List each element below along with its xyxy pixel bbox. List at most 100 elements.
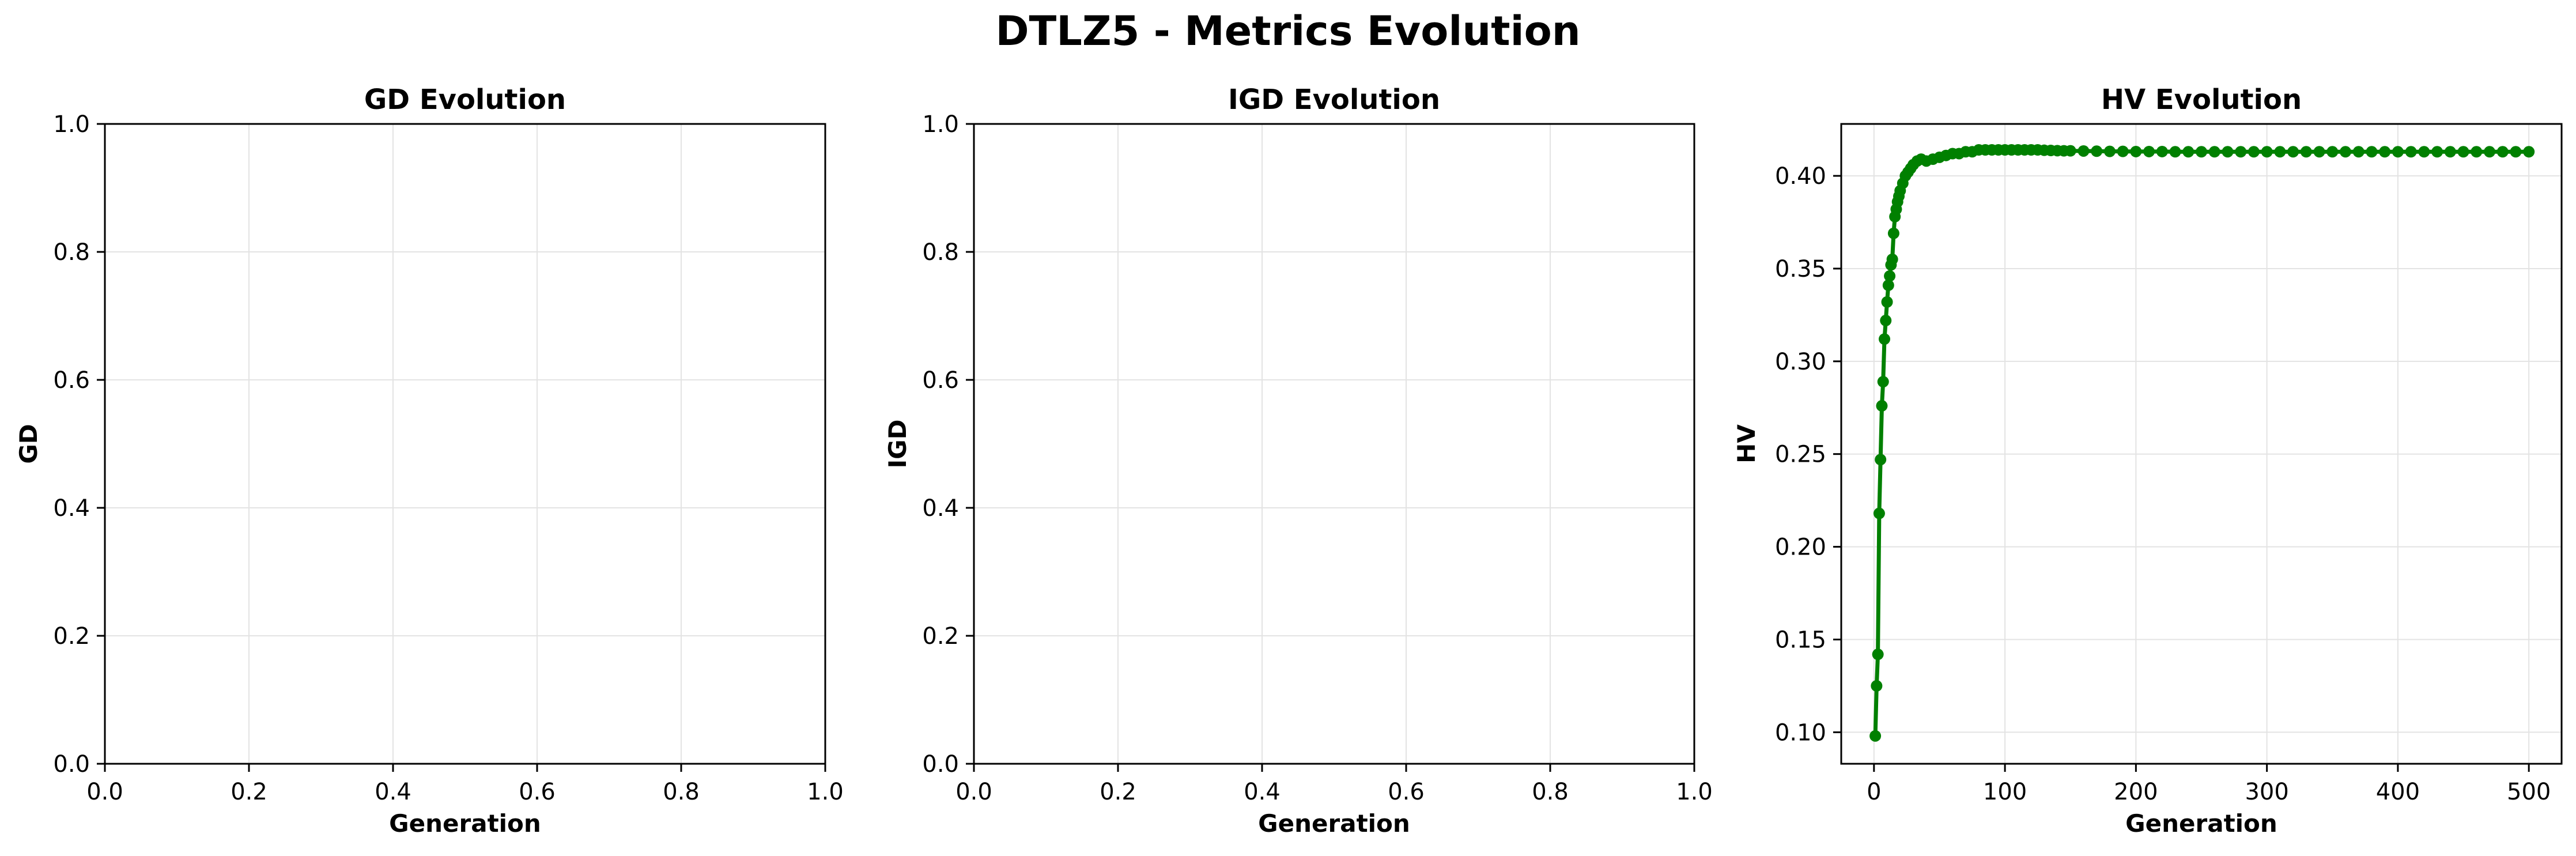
plot-frame bbox=[973, 123, 1695, 765]
hv-data-point bbox=[2326, 146, 2339, 158]
x-tick-label: 300 bbox=[2245, 779, 2288, 805]
hv-data-point bbox=[1886, 253, 1898, 265]
x-tick-label: 0.2 bbox=[1100, 779, 1136, 805]
hv-data-point bbox=[1872, 648, 1884, 661]
y-tick-label: 0.4 bbox=[922, 495, 959, 522]
y-tick-label: 0.2 bbox=[922, 623, 959, 650]
hv-data-point bbox=[2366, 146, 2378, 158]
hv-data-point bbox=[2169, 146, 2181, 158]
x-axis-label: Generation bbox=[389, 809, 541, 838]
hv-data-point bbox=[2352, 146, 2365, 158]
panel-title: IGD Evolution bbox=[1228, 84, 1440, 116]
hv-data-point bbox=[1882, 279, 1894, 291]
x-tick-label: 0.6 bbox=[1388, 779, 1425, 805]
x-tick-label: 0.4 bbox=[1244, 779, 1281, 805]
hv-data-point bbox=[1876, 400, 1888, 412]
hv-data-point bbox=[2392, 146, 2404, 158]
hv-data-point bbox=[1869, 730, 1882, 742]
x-tick-label: 400 bbox=[2376, 779, 2420, 805]
hv-data-point bbox=[1884, 270, 1896, 282]
y-tick-label: 0.4 bbox=[53, 495, 90, 522]
hv-data-point bbox=[2222, 146, 2234, 158]
y-tick-label: 0.35 bbox=[1775, 256, 1826, 282]
x-tick-label: 1.0 bbox=[1676, 779, 1713, 805]
hv-data-point bbox=[2287, 146, 2299, 158]
hv-data-point bbox=[2261, 146, 2273, 158]
y-tick-label: 0.25 bbox=[1775, 442, 1826, 468]
hv-data-point bbox=[2431, 146, 2443, 158]
hv-data-point bbox=[2313, 146, 2325, 158]
hv-data-point bbox=[2130, 145, 2142, 157]
x-tick-label: 0 bbox=[1867, 779, 1881, 805]
hv-data-point bbox=[1871, 680, 1883, 692]
hv-data-point bbox=[1879, 333, 1890, 345]
hv-data-point bbox=[2103, 145, 2116, 157]
hv-data-point bbox=[2274, 146, 2286, 158]
hv-data-point bbox=[1873, 507, 1885, 519]
figure-title: DTLZ5 - Metrics Evolution bbox=[995, 7, 1580, 55]
hv-data-point bbox=[2064, 145, 2076, 157]
y-tick-label: 0.20 bbox=[1775, 534, 1826, 561]
plot-frame bbox=[104, 123, 826, 765]
y-tick-label: 0.15 bbox=[1775, 627, 1826, 653]
hv-data-point bbox=[2471, 146, 2483, 158]
y-axis-label: GD bbox=[14, 424, 43, 463]
chart-panel: 0.0 0.2 0.4 0.6 0.8 1.0 0.0 0.2 0.4 0.6 0.8 1.0 GD E… bbox=[14, 84, 844, 838]
y-tick-label: 0.40 bbox=[1775, 163, 1826, 190]
hv-data-point bbox=[2156, 145, 2168, 157]
hv-data-point bbox=[2078, 145, 2090, 157]
y-tick-label: 0.0 bbox=[53, 751, 90, 778]
x-tick-label: 0.0 bbox=[86, 779, 123, 805]
y-tick-label: 0.2 bbox=[53, 623, 90, 650]
x-axis-label: Generation bbox=[1258, 809, 1410, 838]
hv-data-point bbox=[2405, 146, 2417, 158]
chart-panel: 0.0 0.2 0.4 0.6 0.8 1.0 0.0 0.2 0.4 0.6 0.8 1.0 IGD … bbox=[883, 84, 1713, 838]
x-tick-label: 200 bbox=[2114, 779, 2158, 805]
hv-data-point bbox=[2117, 145, 2129, 157]
y-tick-label: 0.30 bbox=[1775, 349, 1826, 375]
x-tick-label: 0.4 bbox=[375, 779, 411, 805]
x-tick-label: 100 bbox=[1983, 779, 2027, 805]
hv-data-point bbox=[2379, 146, 2391, 158]
hv-data-point bbox=[2457, 146, 2469, 158]
hv-data-point bbox=[2196, 146, 2207, 158]
hv-data-point bbox=[2208, 146, 2220, 158]
hv-data-point bbox=[2496, 146, 2509, 158]
y-tick-label: 0.10 bbox=[1775, 719, 1826, 746]
hv-data-point bbox=[2418, 146, 2430, 158]
chart-panels: 0.0 0.2 0.4 0.6 0.8 1.0 0.0 0.2 0.4 0.6 0.8 1.0 GD E… bbox=[14, 84, 2563, 838]
plot-frame bbox=[1840, 123, 2563, 765]
y-tick-label: 0.8 bbox=[922, 239, 959, 266]
hv-data-point bbox=[2248, 146, 2260, 158]
hv-data-point bbox=[2182, 146, 2194, 158]
hv-data-point bbox=[2484, 146, 2495, 158]
y-tick-label: 0.8 bbox=[53, 239, 90, 266]
y-tick-label: 0.6 bbox=[922, 367, 959, 394]
panel-title: HV Evolution bbox=[2101, 84, 2302, 116]
x-tick-label: 0.6 bbox=[519, 779, 556, 805]
hv-data-point bbox=[2510, 146, 2522, 158]
hv-data-point bbox=[1887, 227, 1899, 239]
hv-data-point bbox=[1875, 454, 1887, 466]
hv-data-point bbox=[2444, 146, 2456, 158]
hv-data-point bbox=[1880, 315, 1892, 327]
y-axis-label: HV bbox=[1732, 424, 1761, 463]
hv-data-point bbox=[1881, 296, 1893, 308]
x-tick-label: 1.0 bbox=[807, 779, 844, 805]
y-axis-label: IGD bbox=[883, 420, 912, 469]
x-tick-label: 0.2 bbox=[231, 779, 267, 805]
hv-data-point bbox=[2143, 145, 2155, 157]
hv-data-point bbox=[1877, 376, 1889, 388]
x-tick-label: 0.8 bbox=[1532, 779, 1569, 805]
x-tick-label: 0.0 bbox=[955, 779, 992, 805]
hv-data-point bbox=[2523, 146, 2535, 158]
y-tick-label: 0.6 bbox=[53, 367, 90, 394]
x-tick-label: 500 bbox=[2507, 779, 2551, 805]
y-tick-label: 1.0 bbox=[53, 111, 90, 138]
hv-data-point bbox=[2091, 145, 2103, 157]
x-tick-label: 0.8 bbox=[663, 779, 700, 805]
hv-data-point bbox=[2235, 146, 2247, 158]
y-tick-label: 1.0 bbox=[922, 111, 959, 138]
